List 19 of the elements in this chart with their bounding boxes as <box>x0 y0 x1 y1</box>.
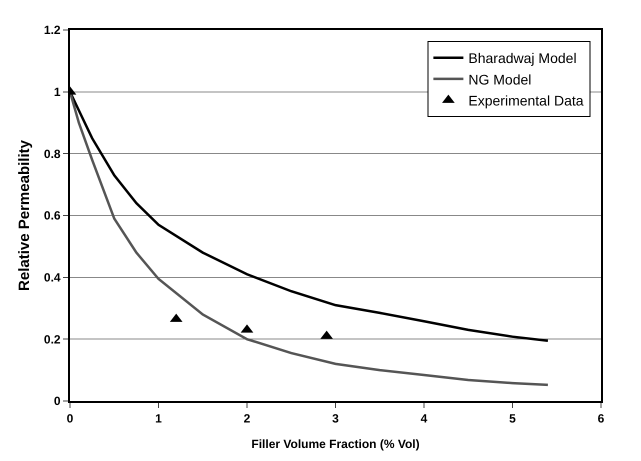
x-tick-label: 1 <box>155 411 162 426</box>
x-tick-label: 0 <box>66 411 74 426</box>
x-axis-title: Filler Volume Fraction (% Vol) <box>251 437 420 451</box>
y-tick-label: 1 <box>54 85 61 100</box>
y-tick-label: 0.4 <box>44 270 61 285</box>
y-tick-label: 1.2 <box>44 23 61 38</box>
x-tick-label: 5 <box>509 411 516 426</box>
y-axis-title: Relative Permeability <box>16 139 33 291</box>
x-tick-label: 2 <box>244 411 251 426</box>
y-tick-label: 0 <box>54 394 61 408</box>
x-tick-label: 4 <box>420 411 428 426</box>
y-tick-label: 0.2 <box>44 332 61 346</box>
legend-label: Experimental Data <box>468 92 584 109</box>
x-tick-label: 3 <box>332 411 340 426</box>
x-tick-label: 6 <box>598 411 605 426</box>
legend-label: Bharadwaj Model <box>468 50 577 66</box>
legend-label: NG Model <box>468 71 532 88</box>
y-tick-label: 0.6 <box>44 208 61 223</box>
y-tick-label: 0.8 <box>44 146 61 161</box>
